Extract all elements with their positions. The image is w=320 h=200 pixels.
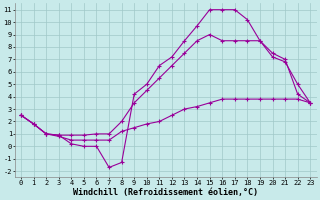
X-axis label: Windchill (Refroidissement éolien,°C): Windchill (Refroidissement éolien,°C) <box>73 188 258 197</box>
